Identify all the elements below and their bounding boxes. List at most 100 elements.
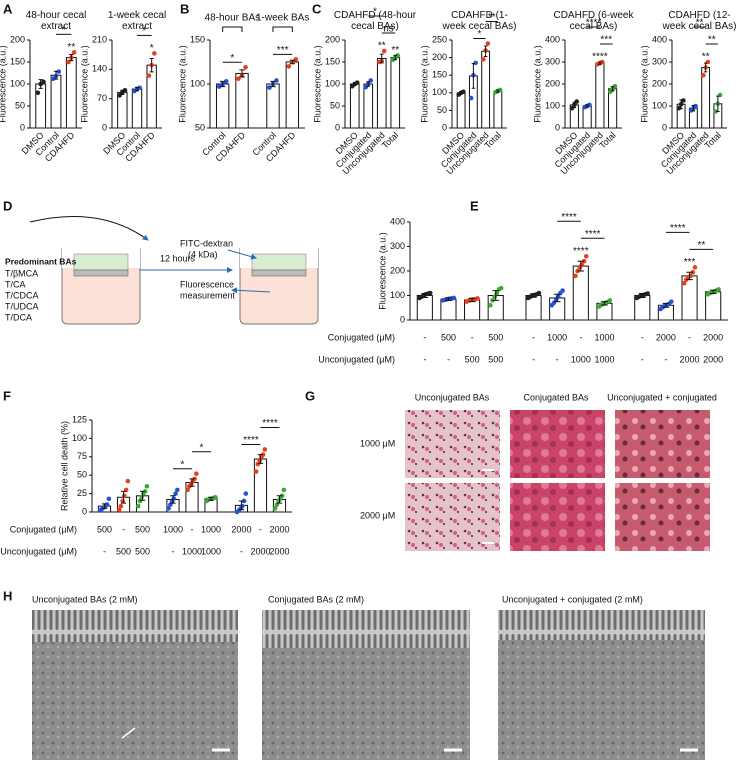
data-point — [681, 280, 687, 286]
probe-label: FITC-dextran — [180, 238, 233, 248]
y-tick-label: 200 — [432, 52, 447, 62]
error-bar — [601, 301, 608, 306]
significance-label: **** — [243, 435, 259, 446]
diagram: Predominant BAs T/βMCA T/CA T/CDCA T/UDC… — [5, 215, 319, 325]
bile-acid: T/CDCA — [5, 290, 39, 300]
bar — [215, 83, 230, 129]
row-value: 500 — [135, 524, 150, 534]
bar — [481, 50, 491, 129]
row-value: 2000 — [703, 332, 723, 342]
row-value: 2000 — [680, 354, 700, 364]
row-label: 1000 μM — [360, 438, 395, 448]
row-label: Conjugated (μM) — [10, 524, 77, 534]
row-label: Unconjugated (μM) — [318, 354, 395, 364]
row-value: 1000 — [547, 332, 567, 342]
probe-label: (4 kDa) — [188, 249, 218, 259]
em-villi — [498, 610, 705, 640]
row-value: 1000 — [571, 354, 591, 364]
panel-label: B — [180, 1, 189, 16]
data-point — [272, 506, 278, 511]
data-point — [713, 109, 718, 114]
y-tick-label: 100 — [432, 87, 447, 97]
panel-label: D — [3, 198, 12, 213]
error-bar — [219, 80, 226, 88]
row-value: - — [122, 524, 125, 534]
y-tick-label: 200 — [545, 78, 560, 88]
micrographs: Unconjugated BAs (2 mM) Conjugated BAs (… — [32, 594, 705, 760]
significance-label: ** — [67, 42, 75, 53]
significance-label: ** — [697, 240, 705, 251]
y-tick-label: 0 — [662, 122, 667, 132]
error-bar — [208, 496, 214, 501]
row-value: 2000 — [250, 546, 270, 556]
y-tick-label: 100 — [390, 290, 405, 300]
error-bar — [120, 490, 127, 504]
significance-label: *** — [600, 35, 612, 46]
data-point — [135, 503, 141, 509]
column-header: Conjugated BAs — [523, 392, 589, 402]
arrow — [231, 287, 271, 294]
y-tick-label: 100 — [72, 433, 87, 443]
data-point — [122, 87, 128, 93]
data-point — [536, 290, 542, 296]
error-bar — [421, 293, 429, 298]
row-value: 500 — [488, 354, 503, 364]
y-tick-label: 200 — [652, 78, 667, 88]
significance-label: ** — [702, 52, 710, 63]
readout-label: measurement — [180, 290, 236, 300]
y-tick-label: 140 — [92, 64, 107, 74]
significance-label: ** — [378, 41, 386, 52]
bile-acid: T/CA — [5, 279, 26, 289]
error-bar — [101, 503, 108, 509]
chart-title: 1-week cecal extract — [107, 10, 167, 32]
bile-acid: T/DCA — [5, 312, 32, 322]
row-value: 2000 — [269, 546, 289, 556]
error-bar — [38, 79, 43, 89]
column-header: Unconjugated BAs — [415, 392, 490, 402]
chart-title: CDAHFD (1-week cecal BAs) — [442, 10, 517, 32]
row-value: 500 — [135, 546, 150, 556]
group-title: 1-week BAs — [256, 13, 309, 24]
axis — [409, 222, 728, 321]
micro-image — [405, 483, 500, 551]
data-point — [116, 507, 122, 513]
bar — [595, 62, 605, 129]
significance-label: **** — [586, 18, 602, 29]
y-tick-label: 125 — [72, 414, 87, 424]
error-bar — [170, 495, 176, 504]
micrograph-title: Unconjugated + conjugated (2 mM) — [502, 594, 643, 604]
row-value: - — [259, 524, 262, 534]
y-tick-label: 70 — [97, 93, 107, 103]
data-point — [451, 295, 457, 301]
data-point — [669, 299, 674, 304]
row-value: 2000 — [269, 524, 289, 534]
row-value: 1000 — [201, 524, 221, 534]
y-axis-label: Fluorescence (a.u.) — [79, 45, 89, 123]
error-bar — [598, 61, 602, 65]
significance-label: **** — [592, 52, 608, 63]
error-bar — [638, 293, 646, 298]
y-tick-label: 0 — [82, 506, 87, 516]
bar — [285, 61, 300, 129]
row-value: 2000 — [656, 332, 676, 342]
data-point — [574, 99, 580, 104]
data-point — [293, 57, 299, 62]
group-bracket — [272, 26, 293, 32]
group-bracket — [222, 26, 243, 32]
data-point — [481, 57, 486, 62]
y-tick-label: 150 — [432, 70, 447, 80]
row-label: Conjugated (μM) — [328, 332, 395, 342]
row-value: 1000 — [163, 524, 183, 534]
significance-label: * — [230, 53, 234, 64]
significance-label: * — [373, 7, 377, 18]
error-bar — [270, 80, 276, 88]
data-point — [497, 87, 503, 93]
panel-label: C — [312, 1, 322, 16]
data-point — [173, 491, 178, 496]
bar — [131, 88, 143, 129]
chart-title: CDAHFD (6-week cecal BAs) — [553, 10, 634, 32]
data-point — [56, 69, 62, 74]
significance-label: **** — [573, 246, 589, 257]
data-point — [175, 487, 180, 493]
